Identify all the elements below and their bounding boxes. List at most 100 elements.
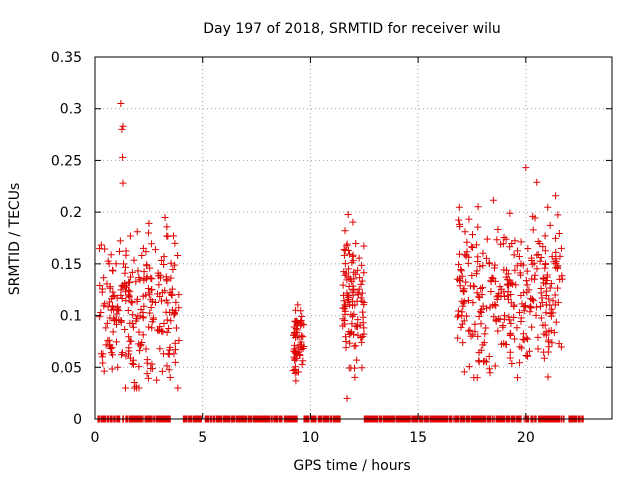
data-point [294, 343, 302, 351]
data-point [160, 320, 168, 328]
data-point [148, 275, 156, 283]
data-point [97, 309, 105, 317]
data-point [477, 284, 485, 292]
data-point [100, 274, 108, 282]
data-point [104, 337, 112, 345]
data-point [343, 240, 351, 248]
data-point [299, 357, 307, 365]
data-point [468, 231, 476, 239]
data-point [158, 367, 166, 375]
data-point [116, 237, 124, 245]
data-point [353, 356, 361, 364]
data-point [491, 362, 499, 370]
data-point [100, 302, 108, 310]
data-point [558, 275, 566, 283]
data-point [475, 313, 483, 321]
data-point [112, 260, 120, 268]
data-point [524, 244, 532, 252]
data-point [473, 374, 481, 382]
data-point [145, 229, 153, 237]
data-point [140, 302, 148, 310]
data-point [546, 310, 554, 318]
data-point [531, 271, 539, 279]
data-point [354, 266, 362, 274]
data-point [528, 260, 536, 268]
data-point [547, 280, 555, 288]
data-point [159, 328, 167, 336]
data-point [468, 271, 476, 279]
data-point [539, 243, 547, 251]
data-point [540, 354, 548, 362]
data-point [497, 240, 505, 248]
data-point [142, 345, 150, 353]
data-point [541, 232, 549, 240]
data-point [552, 192, 560, 200]
data-point [513, 324, 521, 332]
data-point [502, 341, 510, 348]
data-point [147, 303, 155, 311]
data-point [490, 313, 498, 321]
data-point [493, 293, 501, 301]
data-point [460, 288, 468, 296]
data-point [520, 307, 528, 315]
data-point [110, 306, 118, 314]
data-point [521, 302, 529, 310]
data-point [534, 237, 542, 245]
data-point [469, 244, 477, 252]
data-point [130, 361, 138, 369]
data-point [461, 228, 469, 236]
data-point [291, 369, 299, 377]
data-point [129, 323, 137, 331]
data-point [124, 307, 132, 315]
plot-frame [94, 56, 613, 420]
data-point [341, 260, 349, 268]
data-point [540, 275, 548, 283]
data-point [341, 227, 349, 235]
data-point [515, 253, 523, 261]
data-point [533, 178, 541, 186]
data-point [545, 336, 553, 344]
data-point [518, 344, 526, 352]
data-point [542, 331, 550, 339]
data-point [479, 357, 487, 365]
data-point [523, 351, 531, 359]
data-point [513, 262, 521, 270]
data-point [462, 252, 470, 260]
data-point [489, 301, 497, 309]
data-point [552, 234, 559, 242]
data-point [527, 254, 535, 262]
data-point [538, 299, 546, 307]
data-point [464, 296, 472, 304]
data-point [340, 246, 348, 254]
data-point [557, 244, 565, 252]
data-point [107, 344, 115, 352]
data-point [455, 250, 463, 258]
data-point [144, 285, 152, 293]
data-point [298, 313, 306, 321]
data-point [469, 331, 477, 339]
data-point [357, 334, 365, 342]
data-point [147, 274, 155, 282]
data-point [166, 308, 174, 316]
data-point [523, 281, 531, 289]
data-point [471, 320, 479, 328]
data-point [126, 232, 134, 240]
data-point [156, 271, 164, 279]
data-point [356, 321, 364, 329]
data-point [483, 304, 491, 312]
data-point [549, 297, 557, 305]
data-point [290, 323, 298, 331]
data-point [488, 274, 496, 282]
data-point [119, 179, 127, 187]
data-point [350, 310, 358, 318]
y-tick-label: 0 [73, 412, 82, 428]
data-point [358, 261, 366, 269]
data-point [113, 310, 121, 318]
data-point [527, 304, 535, 312]
data-point [341, 310, 349, 318]
data-point [525, 286, 533, 294]
data-point [106, 341, 114, 349]
data-point [104, 257, 112, 265]
data-point [507, 279, 515, 287]
data-point [557, 343, 565, 351]
